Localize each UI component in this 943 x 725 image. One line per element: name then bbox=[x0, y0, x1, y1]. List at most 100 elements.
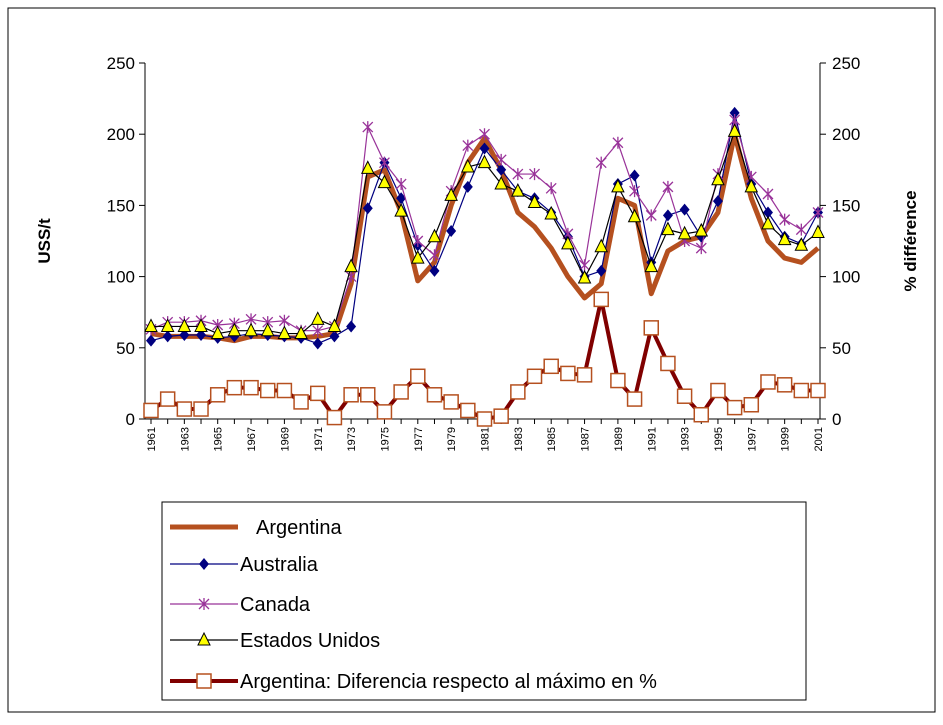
marker-square bbox=[310, 385, 326, 402]
legend-box bbox=[161, 501, 807, 701]
marker-triangle bbox=[644, 258, 659, 273]
marker-diamond bbox=[596, 264, 607, 277]
marker-star bbox=[278, 314, 290, 327]
marker-square bbox=[593, 291, 609, 308]
marker-square bbox=[743, 397, 760, 413]
x-tick-label: 1981 bbox=[480, 427, 492, 451]
marker-diamond bbox=[762, 206, 773, 219]
y-tick-label: 100 bbox=[107, 268, 135, 287]
marker-triangle bbox=[594, 238, 609, 253]
marker-triangle bbox=[477, 154, 492, 169]
marker-square bbox=[326, 409, 343, 426]
y-tick-label: 150 bbox=[107, 196, 135, 215]
marker-square bbox=[343, 387, 359, 403]
marker-square bbox=[776, 377, 793, 393]
legend-label: Argentina bbox=[256, 517, 342, 539]
marker-triangle bbox=[444, 187, 458, 201]
marker-triangle bbox=[577, 269, 592, 284]
marker-square bbox=[376, 404, 393, 420]
marker-triangle bbox=[461, 158, 475, 173]
marker-square bbox=[810, 382, 826, 399]
marker-diamond bbox=[712, 195, 723, 208]
marker-star bbox=[395, 178, 407, 191]
marker-diamond bbox=[312, 337, 323, 350]
x-tick-label: 1971 bbox=[313, 427, 325, 451]
marker-triangle bbox=[561, 235, 575, 250]
marker-square bbox=[643, 320, 659, 336]
y-tick-label: 200 bbox=[107, 125, 135, 144]
legend-label: Argentina: Diferencia respecto al máximo… bbox=[240, 671, 657, 693]
marker-star bbox=[529, 168, 540, 181]
marker-diamond bbox=[679, 203, 690, 216]
marker-triangle bbox=[744, 178, 759, 193]
marker-diamond bbox=[362, 202, 373, 215]
marker-triangle bbox=[327, 318, 342, 332]
y2-axis-title: % différence bbox=[901, 190, 920, 291]
marker-square bbox=[526, 368, 543, 385]
y-tick-label: 50 bbox=[116, 339, 135, 358]
marker-triangle bbox=[611, 178, 625, 193]
marker-square bbox=[693, 406, 710, 423]
x-tick-label: 1963 bbox=[179, 427, 191, 451]
y2-tick-label: 0 bbox=[832, 410, 841, 429]
marker-triangle bbox=[777, 231, 792, 246]
marker-square bbox=[393, 384, 409, 400]
marker-diamond bbox=[196, 328, 207, 341]
marker-triangle bbox=[711, 171, 725, 186]
marker-star bbox=[662, 180, 674, 193]
marker-triangle bbox=[160, 318, 175, 332]
x-tick-label: 1983 bbox=[513, 427, 525, 451]
marker-square bbox=[426, 387, 443, 403]
y2-tick-label: 150 bbox=[832, 196, 860, 215]
x-tick-label: 1993 bbox=[680, 427, 692, 451]
marker-square bbox=[193, 401, 209, 417]
x-tick-label: 2001 bbox=[813, 427, 825, 451]
y-tick-label: 250 bbox=[107, 54, 135, 73]
marker-square bbox=[510, 384, 526, 400]
marker-triangle bbox=[410, 249, 425, 264]
marker-triangle bbox=[727, 123, 742, 137]
marker-square bbox=[476, 411, 493, 427]
x-tick-label: 1995 bbox=[713, 427, 725, 451]
marker-triangle bbox=[761, 215, 775, 230]
legend-label: Estados Unidos bbox=[240, 630, 380, 652]
x-tick-label: 1991 bbox=[646, 427, 658, 451]
y-axis-title: USS/t bbox=[35, 218, 54, 264]
marker-square bbox=[760, 374, 776, 390]
marker-triangle bbox=[310, 311, 325, 325]
marker-star bbox=[762, 188, 774, 201]
marker-triangle bbox=[144, 318, 158, 332]
marker-triangle bbox=[494, 175, 508, 190]
marker-square bbox=[276, 382, 293, 399]
marker-square bbox=[293, 394, 309, 410]
marker-star bbox=[595, 156, 607, 169]
marker-triangle bbox=[627, 208, 642, 223]
marker-star bbox=[462, 139, 474, 152]
marker-square bbox=[159, 391, 176, 407]
marker-triangle bbox=[344, 258, 358, 273]
marker-star bbox=[545, 182, 557, 195]
marker-diamond bbox=[462, 180, 473, 193]
marker-square bbox=[676, 388, 693, 404]
marker-square bbox=[543, 358, 559, 375]
marker-square bbox=[660, 355, 676, 372]
y2-tick-label: 200 bbox=[832, 125, 860, 144]
marker-star bbox=[362, 121, 374, 134]
marker-triangle bbox=[360, 160, 375, 174]
x-tick-label: 1979 bbox=[446, 427, 458, 451]
marker-triangle bbox=[260, 322, 275, 337]
marker-triangle bbox=[277, 325, 292, 340]
marker-square bbox=[209, 387, 226, 403]
marker-square bbox=[410, 368, 426, 385]
marker-star bbox=[198, 598, 210, 610]
marker-square bbox=[143, 402, 159, 419]
x-tick-label: 1967 bbox=[246, 427, 258, 451]
marker-star bbox=[412, 235, 424, 247]
marker-diamond bbox=[429, 264, 440, 277]
marker-diamond bbox=[496, 163, 507, 176]
marker-triangle bbox=[527, 194, 542, 209]
x-tick-label: 1977 bbox=[413, 427, 425, 451]
marker-square bbox=[610, 372, 626, 389]
marker-triangle bbox=[677, 225, 692, 240]
